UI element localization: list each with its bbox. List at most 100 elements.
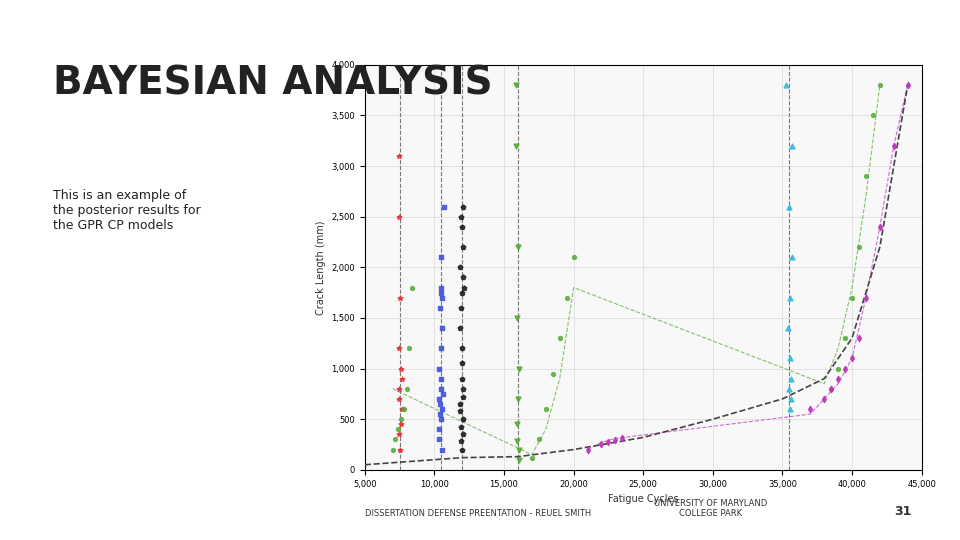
Point [830, 364, 846, 373]
Point [433, 344, 448, 353]
Point [392, 384, 407, 393]
Point [593, 440, 610, 449]
Point [510, 420, 525, 429]
Point [524, 453, 540, 462]
Point [858, 293, 874, 302]
Point [453, 400, 468, 408]
Text: This is an example of
the posterior results for
the GPR CP models: This is an example of the posterior resu… [53, 189, 201, 232]
Y-axis label: Crack Length (mm): Crack Length (mm) [316, 220, 325, 314]
Point [824, 384, 839, 393]
Point [434, 374, 449, 383]
Point [512, 364, 527, 373]
Text: UNIVERSITY OF MARYLAND
COLLEGE PARK: UNIVERSITY OF MARYLAND COLLEGE PARK [654, 499, 767, 518]
Point [452, 263, 468, 272]
Point [454, 222, 469, 231]
Mean GPR CP [902, 82, 914, 88]
Point [454, 344, 469, 353]
Point [781, 384, 797, 393]
Point [433, 253, 448, 261]
Point [453, 303, 468, 312]
Point [434, 405, 449, 414]
Point [784, 141, 800, 150]
Point [454, 359, 469, 368]
Point [393, 293, 408, 302]
Point [455, 273, 470, 282]
Point [393, 364, 408, 373]
Point [394, 405, 409, 414]
Point [454, 288, 469, 297]
Point [453, 437, 468, 446]
Point [433, 283, 448, 292]
Line: Mean GPR CP: Mean GPR CP [365, 85, 908, 465]
Point [837, 364, 852, 373]
Point [780, 323, 796, 332]
Text: BAYESIAN ANALYSIS: BAYESIAN ANALYSIS [53, 65, 492, 103]
Text: 31: 31 [895, 505, 912, 518]
Point [433, 384, 448, 393]
Point [900, 80, 916, 89]
Point [385, 445, 400, 454]
Point [816, 395, 831, 403]
Point [783, 253, 799, 261]
Point [852, 242, 867, 251]
Point [845, 293, 860, 302]
Point [781, 202, 797, 211]
Point [394, 415, 409, 423]
Point [433, 288, 448, 297]
Point [431, 435, 446, 444]
Point [608, 436, 623, 445]
Point [852, 334, 867, 342]
Point [545, 369, 561, 378]
Mean GPR CP [777, 396, 788, 402]
Point [803, 405, 818, 414]
Point [782, 293, 798, 302]
Point [434, 445, 449, 454]
Point [452, 407, 468, 415]
Point [454, 212, 469, 221]
Point [512, 445, 527, 454]
Point [395, 374, 410, 383]
Point [452, 323, 468, 332]
Point [865, 111, 880, 120]
Point [872, 80, 887, 89]
Point [783, 374, 799, 383]
Point [432, 400, 447, 408]
Point [614, 434, 630, 443]
Point [432, 364, 447, 373]
Point [431, 425, 446, 434]
Point [509, 437, 524, 446]
Mean GPR CP [818, 375, 829, 382]
Point [393, 445, 408, 454]
Point [455, 374, 470, 383]
Point [432, 303, 447, 312]
Point [436, 202, 451, 211]
Point [401, 344, 417, 353]
Point [580, 445, 595, 454]
Point [456, 430, 471, 438]
Point [830, 374, 846, 383]
Point [392, 344, 407, 353]
Point [453, 423, 468, 431]
Point [393, 420, 408, 429]
Point [456, 283, 471, 292]
Point [404, 283, 420, 292]
Point [511, 395, 526, 403]
Mean GPR CP [637, 434, 649, 441]
Mean GPR CP [874, 244, 885, 250]
Mean GPR CP [568, 446, 580, 453]
Point [509, 80, 524, 89]
Point [455, 202, 470, 211]
Mean GPR CP [359, 462, 371, 468]
Point [552, 334, 567, 342]
Point [388, 435, 403, 444]
Point [510, 242, 525, 251]
Point [510, 314, 525, 322]
Point [886, 141, 901, 150]
Point [845, 354, 860, 363]
Point [434, 323, 449, 332]
Point [455, 393, 470, 401]
Point [858, 172, 874, 180]
Point [509, 141, 524, 150]
Point [432, 410, 447, 418]
Point [456, 384, 471, 393]
